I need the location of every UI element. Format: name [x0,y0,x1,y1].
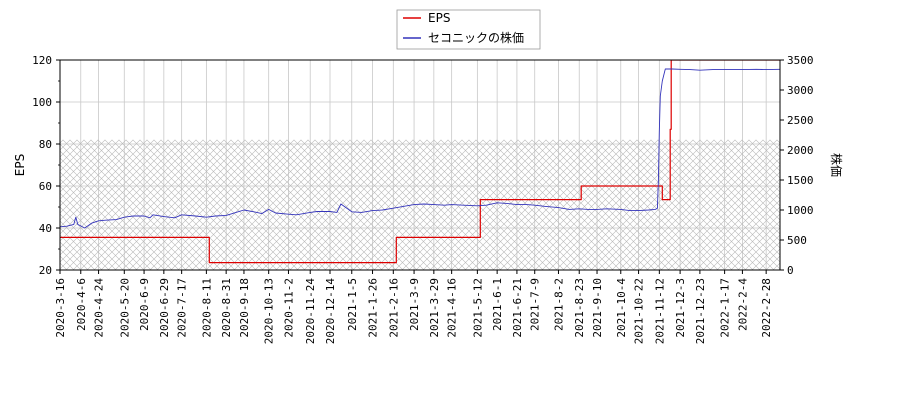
tick-label-right: 1500 [787,174,814,187]
tick-label-x: 2021-1-5 [346,278,359,331]
tick-label-x: 2022-2-4 [736,278,749,331]
tick-label-x: 2020-4-6 [75,278,88,331]
left-axis-label: EPS [13,154,27,176]
tick-label-x: 2020-3-16 [54,278,67,338]
tick-label-x: 2020-9-18 [238,278,251,338]
legend-label-price: セコニックの株価 [428,30,524,45]
tick-label-left: 40 [39,222,52,235]
tick-label-x: 2021-8-2 [553,278,566,331]
tick-label-x: 2020-6-9 [138,278,151,331]
tick-label-right: 0 [787,264,794,277]
tick-label-x: 2021-12-3 [674,278,687,338]
tick-label-x: 2021-4-16 [446,278,459,338]
left-axis-ticks: 20 40 60 80 100 120 [32,54,60,277]
hatch-band [60,139,780,270]
tick-label-x: 2020-8-11 [200,278,213,338]
right-axis-label: 株価 [829,153,844,177]
legend: EPS セコニックの株価 [396,9,541,50]
tick-label-right: 3000 [787,84,814,97]
tick-label-right: 2000 [787,144,814,157]
tick-label-x: 2021-11-12 [653,278,666,344]
tick-label-x: 2020-11-2 [283,278,296,338]
tick-label-x: 2021-2-16 [387,278,400,338]
tick-label-right: 2500 [787,114,814,127]
tick-label-x: 2020-5-20 [118,278,131,338]
tick-label-x: 2020-12-14 [324,278,337,345]
tick-label-left: 120 [32,54,52,67]
tick-label-x: 2021-3-9 [408,278,421,331]
tick-label-x: 2020-6-29 [158,278,171,338]
legend-box [396,9,541,50]
tick-label-x: 2020-7-17 [176,278,189,338]
tick-label-x: 2021-5-12 [471,278,484,338]
tick-label-x: 2021-8-23 [573,278,586,338]
series-line-eps [60,60,780,264]
tick-label-x: 2021-6-21 [511,278,524,338]
legend-label-eps: EPS [428,11,450,25]
series-layer [60,60,780,264]
tick-label-right: 1000 [787,204,814,217]
tick-label-right: 3500 [787,54,814,67]
tick-label-left: 100 [32,96,52,109]
tick-label-x: 2021-10-4 [615,278,628,338]
right-axis-ticks: 0 500 1000 1500 2000 2500 3000 3500 [780,54,814,277]
tick-label-right: 500 [787,234,807,247]
tick-label-x: 2021-9-10 [591,278,604,338]
series-line-price [60,68,780,229]
tick-label-x: 2021-7-9 [529,278,542,331]
tick-label-x: 2021-6-1 [491,278,504,331]
tick-label-x: 2020-4-24 [93,278,106,338]
tick-label-left: 60 [39,180,52,193]
tick-label-x: 2022-2-28 [760,278,773,338]
tick-label-x: 2021-1-26 [367,278,380,338]
tick-label-x: 2020-8-31 [220,278,233,338]
tick-label-x: 2022-1-17 [719,278,732,338]
tick-label-x: 2020-11-24 [304,278,317,345]
tick-label-x: 2020-10-13 [263,278,276,344]
tick-label-x: 2021-3-29 [428,278,441,338]
tick-label-x: 2021-10-22 [633,278,646,344]
tick-label-left: 80 [39,138,52,151]
tick-label-left: 20 [39,264,52,277]
x-axis-ticks: 2020-3-16 2020-4-6 2020-4-24 2020-5-20 2020-… [54,270,773,344]
tick-label-x: 2021-12-23 [694,278,707,344]
